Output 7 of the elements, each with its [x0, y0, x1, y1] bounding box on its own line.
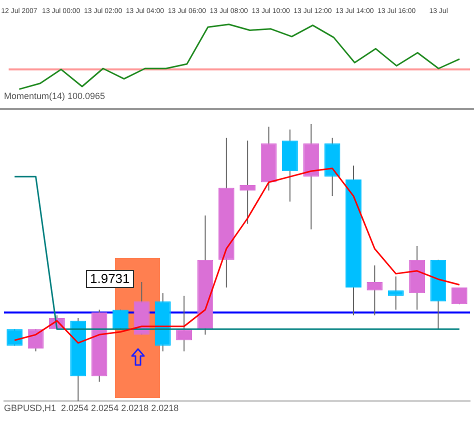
text: GBPUSD,H1 2.0254 2.0254 2.0218 2.0218 — [4, 403, 179, 414]
candlestick — [366, 264, 383, 316]
candlestick — [388, 276, 404, 310]
candlestick — [240, 140, 256, 224]
text: Momentum(14) 100.0965 — [4, 91, 106, 102]
candlestick — [176, 295, 192, 352]
annotation: 1.9731 — [86, 270, 134, 288]
